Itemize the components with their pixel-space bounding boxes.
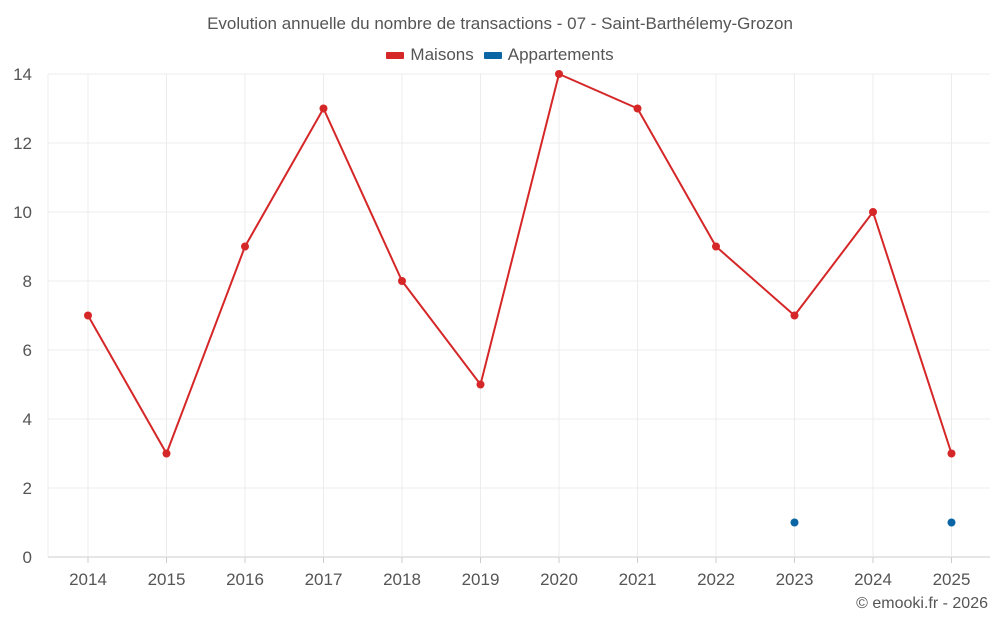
- credit: © emooki.fr - 2026: [856, 595, 988, 612]
- data-point-maisons[interactable]: [790, 311, 799, 320]
- y-tick-label: 6: [23, 341, 32, 360]
- legend-item-maisons[interactable]: Maisons: [386, 45, 474, 65]
- x-tick-label: 2015: [148, 570, 186, 589]
- chart-title: Evolution annuelle du nombre de transact…: [207, 14, 793, 33]
- x-tick-label: 2016: [226, 570, 264, 589]
- x-tick-label: 2017: [305, 570, 343, 589]
- x-tick-label: 2014: [69, 570, 107, 589]
- data-point-maisons[interactable]: [947, 449, 956, 458]
- legend-swatch-maisons: [386, 51, 405, 59]
- x-tick-label: 2025: [933, 570, 971, 589]
- data-point-appartements[interactable]: [947, 518, 956, 527]
- legend-item-appartements[interactable]: Appartements: [483, 45, 614, 65]
- x-tick-label: 2019: [462, 570, 500, 589]
- data-point-appartements[interactable]: [790, 518, 799, 527]
- y-tick-label: 12: [13, 134, 32, 153]
- y-tick-label: 2: [23, 479, 32, 498]
- y-tick-label: 8: [23, 272, 32, 291]
- grid: [47, 73, 990, 558]
- data-point-maisons[interactable]: [241, 242, 249, 251]
- data-point-maisons[interactable]: [162, 449, 171, 458]
- x-tick-label: 2023: [776, 570, 814, 589]
- data-point-maisons[interactable]: [476, 380, 485, 389]
- legend-label-maisons: Maisons: [410, 45, 474, 64]
- legend: Maisons Appartements: [0, 45, 1000, 65]
- x-tick-label: 2021: [619, 570, 657, 589]
- x-tick-label: 2020: [540, 570, 578, 589]
- legend-label-appartements: Appartements: [507, 45, 614, 64]
- x-tick-label: 2018: [383, 570, 421, 589]
- data-point-maisons[interactable]: [712, 242, 720, 251]
- x-tick-label: 2022: [697, 570, 735, 589]
- y-tick-label: 4: [23, 410, 32, 429]
- y-tick-label: 14: [13, 65, 32, 84]
- series-layer: [84, 70, 956, 527]
- x-tick-label: 2024: [854, 570, 892, 589]
- y-tick-label: 10: [13, 203, 32, 222]
- data-point-maisons[interactable]: [869, 208, 877, 216]
- axes: 0 2 4 6 8 10 12 14 2014 2015 2016 2017 2018 2019 2020 2…: [13, 65, 970, 589]
- series-line-maisons: [87, 73, 953, 455]
- data-point-maisons[interactable]: [633, 104, 642, 113]
- data-point-maisons[interactable]: [319, 104, 328, 113]
- data-point-maisons[interactable]: [398, 277, 406, 285]
- data-point-maisons[interactable]: [84, 311, 92, 320]
- y-tick-label: 0: [23, 548, 32, 567]
- legend-swatch-appartements: [483, 51, 502, 59]
- data-point-maisons[interactable]: [555, 70, 563, 78]
